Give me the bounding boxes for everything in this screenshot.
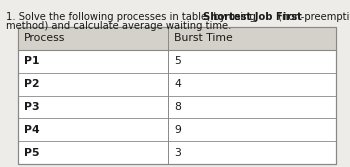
Text: 3: 3 [174,148,181,158]
Text: P5: P5 [24,148,40,158]
Text: P2: P2 [24,79,40,89]
Bar [18,27,336,164]
Text: 9: 9 [174,125,181,135]
Text: Burst Time: Burst Time [174,33,233,43]
Text: P4: P4 [24,125,40,135]
Bar [18,27,336,50]
Text: method) and calculate average waiting time.: method) and calculate average waiting ti… [6,21,231,31]
Text: Shortest Job First: Shortest Job First [203,12,301,22]
Text: 4: 4 [174,79,181,89]
Text: Process: Process [24,33,65,43]
Text: (non-preemptive: (non-preemptive [275,12,350,22]
Text: P1: P1 [24,56,40,66]
Text: 5: 5 [174,56,181,66]
Bar [18,27,336,164]
Text: 8: 8 [174,102,181,112]
Text: P3: P3 [24,102,40,112]
Text: 1. Solve the following processes in table, by using: 1. Solve the following processes in tabl… [6,12,259,22]
